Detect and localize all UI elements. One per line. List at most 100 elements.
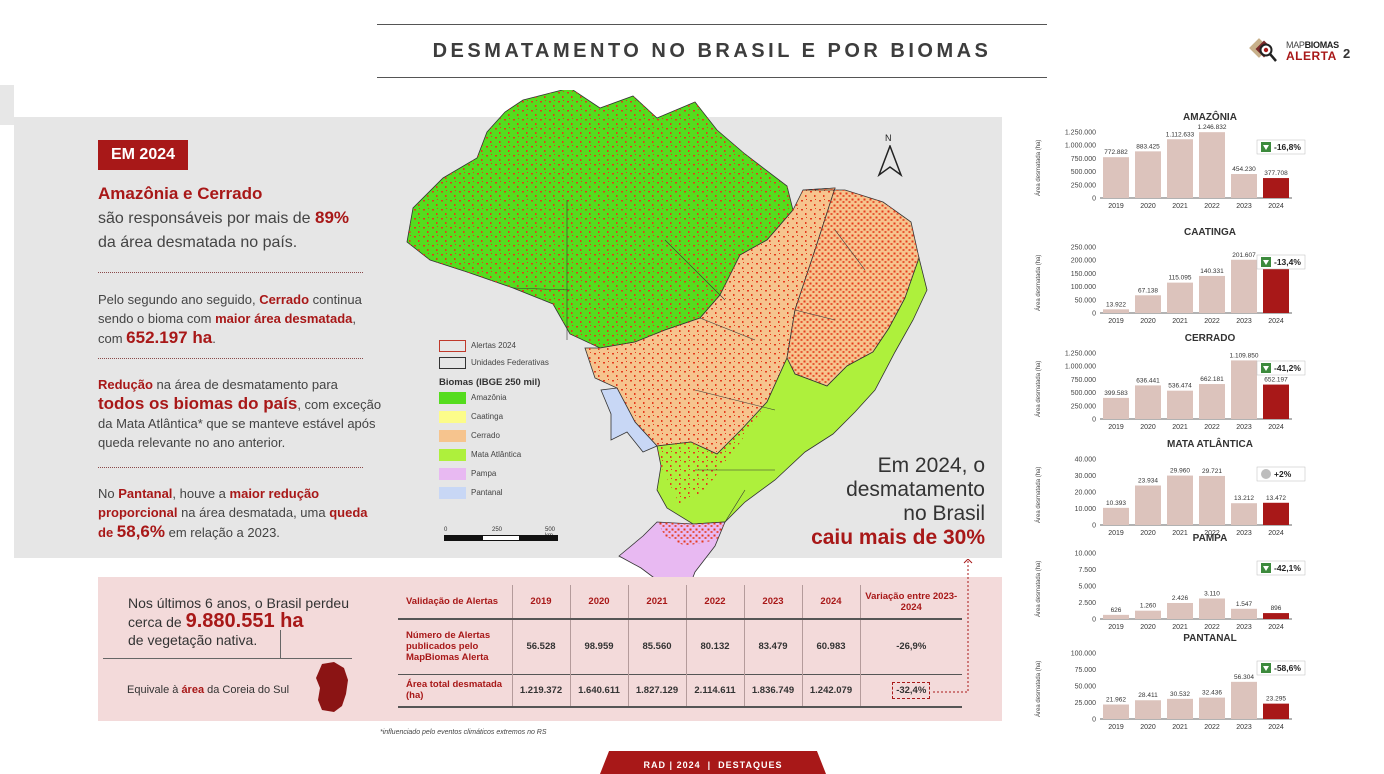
table-cell: Área total desmatada (ha) xyxy=(398,674,513,707)
down-arrow-glyph xyxy=(1263,666,1269,671)
x-tick-label: 2022 xyxy=(1204,724,1220,731)
table-header-row: Validação de Alertas 2019 2020 2021 2022… xyxy=(398,585,962,620)
bar-value-label: 2.426 xyxy=(1172,595,1189,602)
bar-value-label: 56.304 xyxy=(1234,674,1254,681)
legend-title: Biomas (IBGE 250 mil) xyxy=(439,377,541,388)
y-tick-label: 0 xyxy=(1092,617,1096,624)
pantanal-paragraph: No Pantanal, houve a maior redução propo… xyxy=(98,486,368,541)
callout-line: no Brasil xyxy=(903,502,985,525)
y-tick-label: 200.000 xyxy=(1071,258,1096,265)
bar xyxy=(1263,613,1289,619)
change-badge: -41,2% xyxy=(1256,360,1306,376)
bar xyxy=(1231,174,1257,198)
y-tick-label: 1.000.000 xyxy=(1065,143,1096,150)
divider xyxy=(98,467,363,468)
y-axis-label: Área desmatada (ha) xyxy=(1035,561,1042,617)
bar xyxy=(1199,384,1225,419)
table-cell: 1.827.129 xyxy=(628,674,687,707)
y-tick-label: 7.500 xyxy=(1078,567,1096,574)
legend-label: Cerrado xyxy=(471,431,500,440)
callout-highlight: caiu mais de 30% xyxy=(811,526,985,549)
change-value: -16,8% xyxy=(1274,142,1301,152)
bar xyxy=(1167,475,1193,525)
amazonia-alerts xyxy=(407,90,793,348)
bar xyxy=(1263,266,1289,313)
bar-value-label: 1.246.832 xyxy=(1198,124,1227,131)
bar-value-label: 67.138 xyxy=(1138,287,1158,294)
chart-svg: Área desmatada (ha) 0 50.000 100.000 150.000… xyxy=(1035,245,1306,325)
bar xyxy=(1103,507,1129,525)
bar-value-label: 28.411 xyxy=(1138,692,1158,699)
cerrado-alerts xyxy=(585,188,835,454)
x-tick-label: 2019 xyxy=(1108,624,1124,631)
y-tick-label: 250.000 xyxy=(1071,182,1096,189)
chart-mata-atlantica: MATA ATLÂNTICA Área desmatada (ha) 0 10.000… xyxy=(1030,439,1330,537)
bar-value-label: 772.882 xyxy=(1104,149,1128,156)
y-axis-label: Área desmatada (ha) xyxy=(1035,661,1042,717)
south-korea-map-icon xyxy=(316,662,348,712)
bar-value-label: 1.547 xyxy=(1236,601,1253,608)
bar xyxy=(1263,178,1289,198)
page-corner-accent xyxy=(0,85,14,125)
y-tick-label: 250.000 xyxy=(1071,245,1096,252)
table-cell: 85.560 xyxy=(628,619,687,674)
y-tick-label: 0 xyxy=(1092,311,1096,318)
table-cell: 1.640.611 xyxy=(570,674,629,707)
y-tick-label: 50.000 xyxy=(1075,297,1097,304)
bar xyxy=(1135,151,1161,198)
bar-value-label: 10.393 xyxy=(1106,500,1126,507)
bar-value-label: 636.441 xyxy=(1136,377,1160,384)
bar-value-label: 1.112.633 xyxy=(1166,131,1195,138)
map-scale-bar: 0 250 500 km xyxy=(444,527,564,547)
bar-value-label: 1.260 xyxy=(1140,603,1157,610)
y-axis-label: Área desmatada (ha) xyxy=(1035,140,1042,196)
y-tick-label: 250.000 xyxy=(1071,403,1096,410)
chart-title: CAATINGA xyxy=(1183,227,1237,238)
table-header: 2020 xyxy=(570,585,629,620)
biome-pantanal xyxy=(600,387,658,453)
legend-label: Mata Atlântica xyxy=(471,450,522,459)
x-tick-label: 2022 xyxy=(1204,624,1220,631)
y-tick-label: 0 xyxy=(1092,417,1096,424)
bar xyxy=(1135,700,1161,719)
y-tick-label: 750.000 xyxy=(1071,156,1096,163)
y-tick-label: 100.000 xyxy=(1071,284,1096,291)
down-arrow-glyph xyxy=(1263,145,1269,150)
callout-line: desmatamento xyxy=(846,478,985,501)
table-cell-highlight: -32,4% xyxy=(860,674,962,707)
table-cell: 1.242.079 xyxy=(802,674,861,707)
y-tick-label: 40.000 xyxy=(1075,457,1097,464)
divider xyxy=(98,272,363,273)
y-tick-label: 2.500 xyxy=(1078,600,1096,607)
x-tick-label: 2024 xyxy=(1268,530,1284,537)
legend-label: Pampa xyxy=(471,469,497,478)
table-cell: 60.983 xyxy=(802,619,861,674)
bar xyxy=(1231,503,1257,525)
table-header: 2021 xyxy=(628,585,687,620)
bar xyxy=(1135,295,1161,313)
y-tick-label: 30.000 xyxy=(1075,473,1097,480)
bar xyxy=(1103,704,1129,719)
bar xyxy=(1135,610,1161,619)
y-tick-label: 1.250.000 xyxy=(1065,351,1096,358)
legend-swatch xyxy=(439,411,466,423)
bar-value-label: 13.922 xyxy=(1106,301,1126,308)
x-tick-label: 2023 xyxy=(1236,530,1252,537)
chart-svg: Área desmatada (ha) 0 250.000 500.000 750.00… xyxy=(1035,351,1306,431)
down-arrow-glyph xyxy=(1263,566,1269,571)
bar xyxy=(1167,390,1193,419)
alerts-validation-table: Validação de Alertas 2019 2020 2021 2022… xyxy=(398,585,962,708)
y-tick-label: 10.000 xyxy=(1075,551,1097,558)
chart-title: MATA ATLÂNTICA xyxy=(1167,439,1253,450)
table-cell: 83.479 xyxy=(744,619,803,674)
change-badge: +2% xyxy=(1256,466,1306,482)
down-arrow-glyph xyxy=(1263,260,1269,265)
chart-pampa: PAMPA Área desmatada (ha) 0 2.500 5.000 7.500… xyxy=(1030,533,1330,631)
table-cell: 80.132 xyxy=(686,619,745,674)
mata-atlantica-alerts xyxy=(657,402,767,505)
footer-banner: RAD | 2024 | DESTAQUES xyxy=(600,751,826,774)
bar xyxy=(1263,502,1289,525)
table-cell: 2.114.611 xyxy=(686,674,745,707)
logo-text-bottom: ALERTA xyxy=(1286,49,1337,63)
bar xyxy=(1167,602,1193,619)
